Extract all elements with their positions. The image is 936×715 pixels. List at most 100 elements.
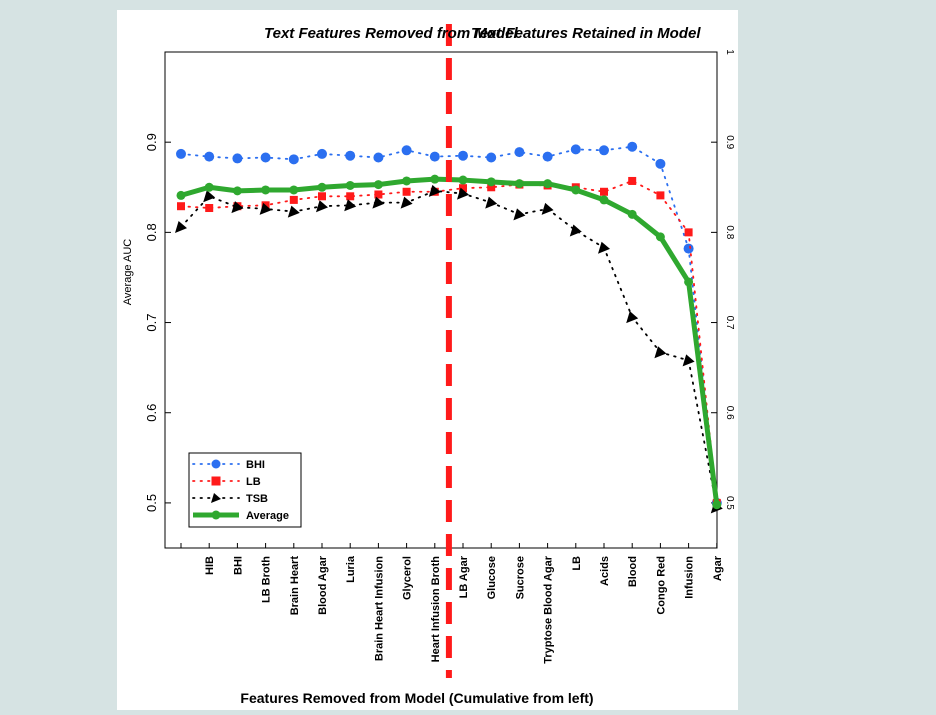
data-point xyxy=(628,176,637,185)
series-line xyxy=(180,179,718,504)
x-tick-label: Acids xyxy=(599,556,611,586)
data-point xyxy=(205,204,214,213)
auc-line-chart: 0.5 0.6 0.7 0.8 0.9 0.5 0.6 0.7 0.8 0.9 1 HIB BHI LB … xyxy=(122,24,735,706)
x-tick-label: HIB xyxy=(204,556,216,575)
title-removed: Text Features Removed from Model xyxy=(264,25,518,42)
data-point xyxy=(345,150,356,161)
data-point xyxy=(203,190,216,203)
data-point xyxy=(486,152,497,163)
data-point xyxy=(458,150,468,161)
data-point xyxy=(402,176,412,186)
y-axis-label: Average AUC xyxy=(122,239,134,306)
y-tick-label: 0.8 xyxy=(144,223,159,241)
data-point xyxy=(373,152,384,163)
data-point xyxy=(261,185,271,195)
data-point xyxy=(571,185,581,195)
data-point xyxy=(683,243,694,254)
legend-swatch-marker xyxy=(211,493,221,503)
x-tick-label: LB xyxy=(571,556,583,571)
data-point xyxy=(598,241,610,254)
data-point xyxy=(204,151,215,162)
legend-swatch-marker xyxy=(211,476,221,486)
x-tick-label: Glucose xyxy=(486,556,498,599)
legend-swatch-marker xyxy=(211,510,221,520)
series-tsb xyxy=(175,184,723,514)
data-point xyxy=(344,199,357,212)
y-right-tick-label: 0.6 xyxy=(724,406,735,420)
data-point xyxy=(204,182,214,192)
data-point xyxy=(232,153,243,164)
data-point xyxy=(289,185,299,195)
legend-label: BHI xyxy=(246,459,265,471)
data-point xyxy=(684,277,694,287)
data-point xyxy=(570,144,581,155)
legend-label: Average xyxy=(246,510,289,522)
data-point xyxy=(514,147,525,158)
x-tick-label: BHI xyxy=(232,556,244,575)
data-point xyxy=(316,200,328,213)
data-point xyxy=(626,311,639,324)
x-tick-label: Infusion xyxy=(684,556,696,599)
figure-panel: 0.5 0.6 0.7 0.8 0.9 0.5 0.6 0.7 0.8 0.9 1 HIB BHI LB … xyxy=(117,10,738,710)
y-right-tick-label: 0.5 xyxy=(724,496,735,510)
data-point xyxy=(259,202,272,215)
x-tick-label: Glycerol xyxy=(402,556,414,600)
data-point xyxy=(428,184,441,197)
data-point xyxy=(655,158,666,169)
data-point xyxy=(514,179,524,189)
data-point xyxy=(175,220,187,233)
data-point xyxy=(429,151,440,162)
data-point xyxy=(459,184,467,193)
data-point xyxy=(345,180,355,190)
data-point xyxy=(231,201,244,214)
data-point xyxy=(684,228,693,237)
series-bhi xyxy=(176,141,722,508)
data-point xyxy=(401,145,412,156)
x-tick-label: Agar xyxy=(712,555,724,581)
data-point xyxy=(542,151,553,162)
legend: BHI LB TSB Average xyxy=(188,452,302,528)
data-point xyxy=(543,179,553,189)
x-tick-label: Congo Red xyxy=(655,556,667,615)
data-point xyxy=(569,224,582,237)
y-tick-label: 0.9 xyxy=(144,133,159,151)
data-point xyxy=(627,209,637,219)
data-point xyxy=(682,354,695,367)
x-tick-label: Tryptose Blood Agar xyxy=(543,555,555,663)
y-right-tick-label: 0.7 xyxy=(724,316,735,330)
data-point xyxy=(318,192,326,201)
legend-swatch-marker xyxy=(211,459,221,469)
data-point xyxy=(288,154,299,165)
y-tick-label: 0.6 xyxy=(144,404,159,422)
data-point xyxy=(317,148,327,159)
data-point xyxy=(655,232,665,242)
data-point xyxy=(654,346,667,359)
y-right-tick-label: 1 xyxy=(724,49,735,55)
data-point xyxy=(346,192,355,201)
x-tick-label: Sucrose xyxy=(514,556,526,599)
x-tick-label: Blood xyxy=(627,556,639,587)
data-point xyxy=(430,174,440,184)
y-tick-label: 0.7 xyxy=(144,314,159,332)
title-retained: Text Features Retained in Model xyxy=(471,25,701,42)
data-point xyxy=(712,500,722,510)
x-tick-label: Heart Infusion Broth xyxy=(430,556,442,663)
x-tick-label: LB Broth xyxy=(261,556,273,603)
data-point xyxy=(400,196,413,209)
legend-label: LB xyxy=(246,476,261,488)
y-tick-label: 0.5 xyxy=(144,494,159,512)
x-tick-label: Brain Heart xyxy=(289,556,301,616)
x-tick-label: Brain Heart Infusion xyxy=(373,556,385,661)
data-point xyxy=(232,186,242,196)
data-point xyxy=(485,196,498,209)
x-tick-label: Blood Agar xyxy=(317,555,329,615)
data-point xyxy=(287,205,300,218)
data-point xyxy=(600,187,608,196)
data-point xyxy=(487,183,496,192)
data-point xyxy=(372,196,385,209)
data-point xyxy=(599,195,609,205)
data-point xyxy=(289,195,298,204)
data-point xyxy=(457,187,469,200)
x-tick-label: LB Agar xyxy=(458,555,470,598)
data-point xyxy=(260,152,271,163)
